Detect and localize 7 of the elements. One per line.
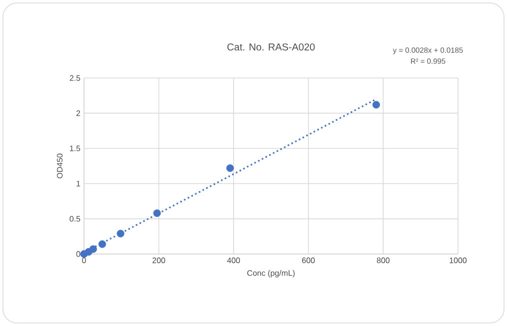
- point: [226, 164, 234, 172]
- point: [89, 245, 97, 253]
- point: [116, 230, 124, 238]
- point: [372, 100, 380, 109]
- point: [153, 209, 161, 217]
- chart-title: Cat. No. RAS-A020: [227, 43, 315, 50]
- point: [98, 240, 106, 248]
